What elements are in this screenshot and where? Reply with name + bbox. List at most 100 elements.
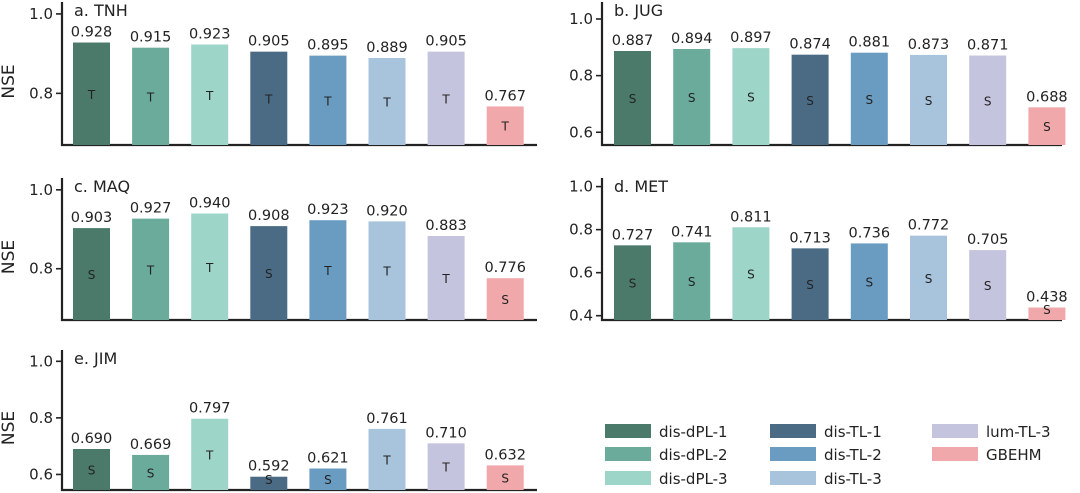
data-label: 0.883: [425, 218, 467, 234]
bar-dis-dpl-2: [673, 49, 711, 146]
data-label: 0.688: [1026, 89, 1068, 105]
legend-label: dis-TL-1: [824, 423, 882, 441]
data-label: 0.894: [671, 31, 713, 47]
bar-lum-tl-3: [427, 443, 465, 490]
bar-dis-dpl-3: [191, 418, 229, 490]
y-axis-label: NSE: [0, 64, 19, 98]
data-label: 0.923: [307, 202, 349, 218]
bar-dis-dpl-2: [132, 454, 170, 490]
legend-item: lum-TL-3: [932, 423, 1051, 441]
bar-gbehm: [486, 465, 524, 490]
bar-type-letter: T: [441, 272, 450, 286]
bar-dis-tl-2: [309, 468, 347, 490]
bar-dis-dpl-2: [132, 47, 170, 145]
data-label: 0.905: [248, 34, 290, 50]
legend-item: GBEHM: [932, 446, 1042, 464]
panel-2: 0.6 0.8 1.0 b. JUG 0.887 S 0.894 S 0.897 S 0.874 S 0…: [569, 1, 1068, 147]
data-label: 0.767: [484, 88, 526, 104]
bar-dis-dpl-3: [191, 213, 229, 320]
bar-type-letter: S: [925, 272, 933, 286]
bar-dis-tl-2: [309, 55, 347, 145]
panel-title: e. JIM: [74, 349, 117, 368]
bar-type-letter: T: [264, 92, 273, 106]
legend-item: dis-TL-3: [770, 470, 882, 488]
y-axis-label: NSE: [0, 240, 19, 274]
bar-type-letter: T: [146, 263, 155, 277]
bar-dis-tl-2: [850, 52, 888, 145]
bar-type-letter: S: [265, 473, 273, 487]
data-label: 0.908: [248, 208, 290, 224]
data-label: 0.669: [130, 437, 172, 453]
data-label: 0.889: [366, 40, 408, 56]
y-tick-label: 1.0: [569, 10, 593, 28]
bar-dis-dpl-1: [73, 228, 110, 320]
bar-type-letter: S: [984, 279, 992, 293]
bar-dis-dpl-3: [732, 48, 770, 146]
bar-dis-dpl-1: [73, 448, 110, 490]
legend-label: dis-dPL-1: [659, 423, 728, 441]
legend-swatch: [932, 424, 978, 438]
bar-type-letter: T: [441, 461, 450, 475]
data-label: 0.915: [130, 30, 172, 46]
bar-dis-dpl-3: [191, 44, 229, 145]
legend-label: dis-dPL-3: [659, 470, 728, 488]
bar-dis-dpl-1: [614, 50, 651, 146]
y-tick-label: 0.6: [569, 264, 593, 282]
panel-title: a. TNH: [74, 1, 128, 20]
bar-type-letter: T: [323, 94, 332, 108]
bar-type-letter: T: [87, 88, 96, 102]
bar-lum-tl-3: [427, 51, 465, 145]
bar-dis-tl-2: [309, 220, 347, 320]
bar-dis-tl-1: [250, 226, 288, 320]
data-label: 0.920: [366, 203, 408, 219]
y-axis-label: NSE: [0, 411, 19, 445]
data-label: 0.761: [366, 411, 408, 427]
bar-dis-tl-3: [368, 221, 406, 320]
panel-title: c. MAQ: [74, 177, 130, 196]
bar-dis-tl-2: [850, 243, 888, 320]
bar-dis-tl-1: [791, 248, 829, 320]
data-label: 0.797: [189, 401, 231, 417]
bar-type-letter: T: [382, 265, 391, 279]
bar-type-letter: S: [925, 94, 933, 108]
panel-title: d. MET: [614, 177, 668, 196]
legend-swatch: [770, 447, 816, 461]
bar-lum-tl-3: [427, 235, 465, 320]
y-tick-label: 0.8: [569, 67, 593, 85]
bar-gbehm: [486, 278, 524, 320]
bar-type-letter: S: [265, 267, 273, 281]
bar-type-letter: S: [984, 94, 992, 108]
data-label: 0.895: [307, 38, 349, 54]
bar-type-letter: T: [205, 448, 214, 462]
bar-type-letter: S: [501, 472, 509, 486]
panel-title: b. JUG: [614, 1, 663, 20]
legend-swatch: [605, 447, 651, 461]
data-label: 0.727: [612, 227, 654, 243]
legend-swatch: [770, 471, 816, 485]
bar-type-letter: T: [382, 453, 391, 467]
bar-type-letter: S: [1043, 120, 1051, 134]
bar-dis-tl-3: [910, 235, 947, 320]
panel-5: 0.6 0.8 1.0 NSE e. JIM 0.690 S 0.669 S 0.797 T 0.59…: [0, 349, 537, 492]
data-label: 0.811: [730, 209, 772, 225]
data-label: 0.903: [71, 210, 113, 226]
data-label: 0.871: [967, 38, 1009, 54]
data-label: 0.772: [908, 218, 950, 234]
data-label: 0.621: [307, 451, 349, 467]
bar-dis-dpl-1: [73, 42, 110, 146]
bar-dis-dpl-3: [732, 227, 770, 320]
bar-type-letter: S: [865, 93, 873, 107]
y-tick-label: 1.0: [569, 178, 593, 196]
data-label: 0.873: [908, 37, 950, 53]
bar-dis-tl-1: [250, 51, 288, 145]
legend-swatch: [932, 447, 978, 461]
bar-dis-dpl-2: [132, 218, 170, 320]
bar-type-letter: T: [382, 96, 391, 110]
bar-dis-tl-1: [791, 54, 829, 145]
data-label: 0.940: [189, 196, 231, 212]
y-tick-label: 0.6: [29, 465, 53, 483]
data-label: 0.923: [189, 27, 231, 43]
bar-lum-tl-3: [969, 55, 1007, 145]
bar-lum-tl-3: [969, 250, 1007, 320]
